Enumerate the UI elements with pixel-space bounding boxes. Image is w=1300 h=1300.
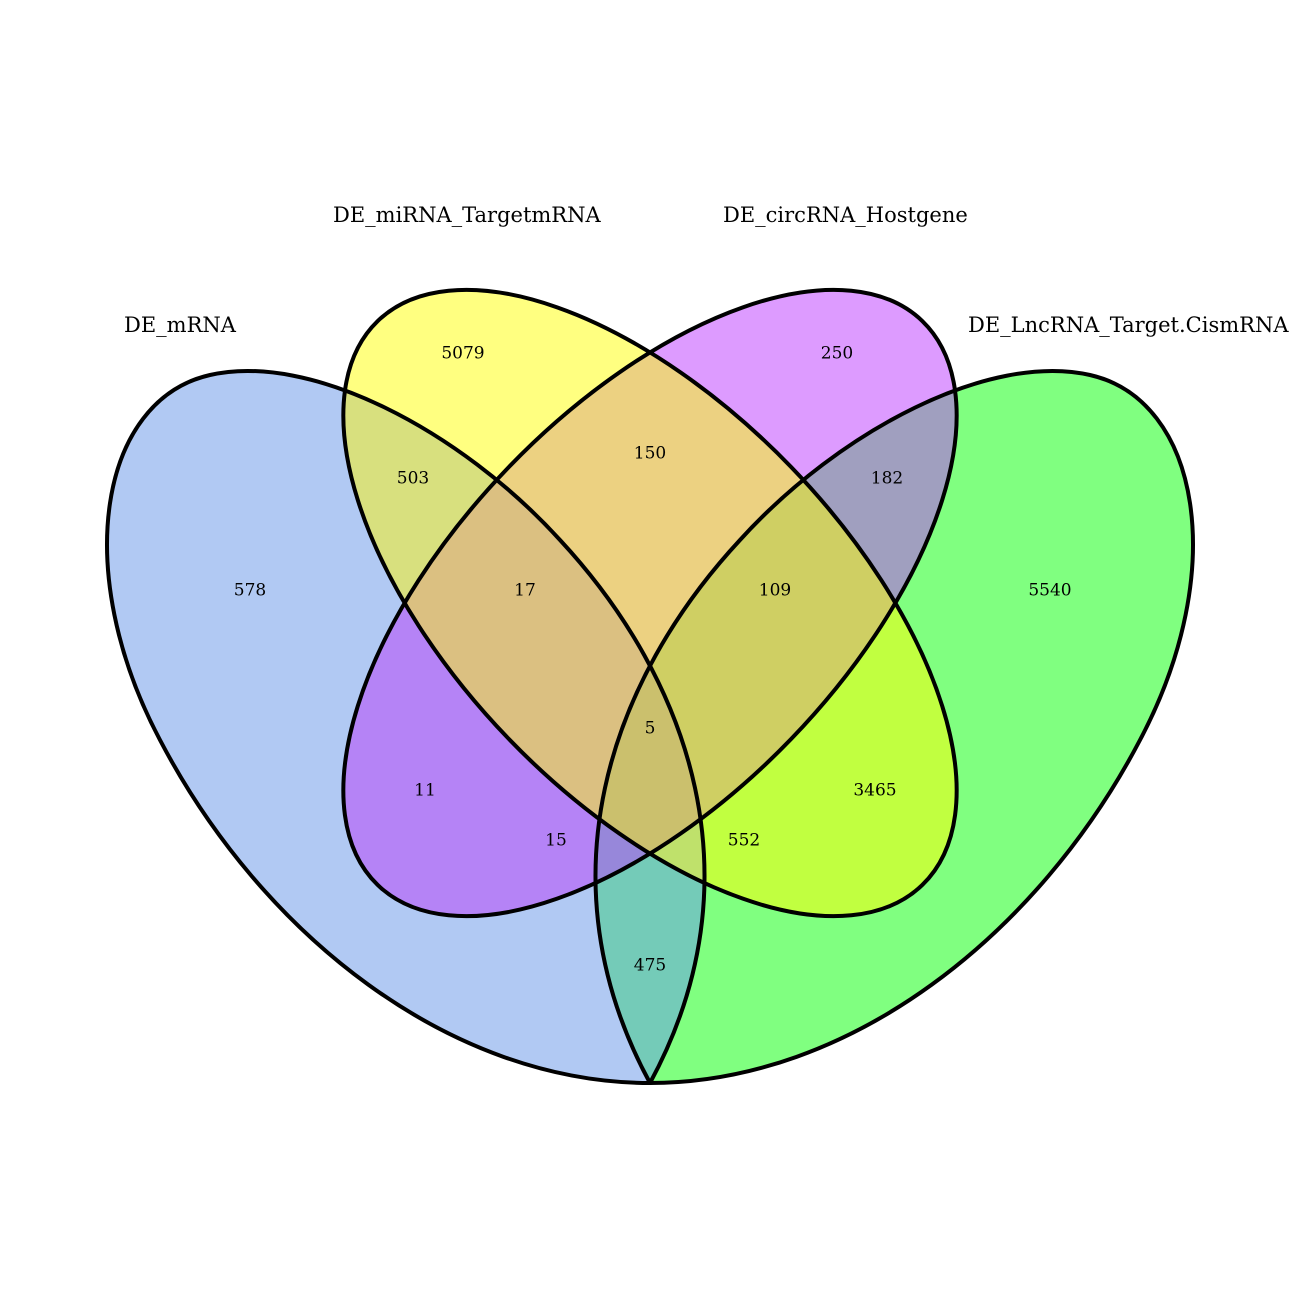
set-outlines — [105, 287, 1195, 1086]
count-mirna-lnc: 3465 — [853, 781, 896, 801]
count-mrna-lnc: 475 — [634, 956, 666, 976]
set-label-de-mrna: DE_mRNA — [124, 313, 237, 337]
count-lnc-only: 5540 — [1028, 581, 1071, 601]
outline-de-circrna-hostgene — [341, 287, 959, 919]
count-mirna-circ-lnc: 109 — [759, 581, 791, 601]
count-mrna-mirna: 503 — [397, 469, 429, 489]
outline-de-lncrna-target-cismrna — [593, 369, 1195, 1086]
count-mrna-circ-lnc: 15 — [545, 831, 567, 851]
count-circ-only: 250 — [821, 344, 853, 364]
count-all-four: 5 — [645, 719, 656, 739]
outline-de-mirna-targetmrna — [341, 287, 959, 919]
count-mrna-only: 578 — [234, 581, 266, 601]
count-mrna-mirna-lnc: 552 — [728, 831, 760, 851]
count-circ-lnc: 182 — [871, 469, 903, 489]
count-mrna-circ: 11 — [414, 781, 436, 801]
count-mirna-circ: 150 — [634, 444, 666, 464]
outline-de-mrna — [105, 369, 707, 1086]
set-label-de-circrna-hostgene: DE_circRNA_Hostgene — [723, 203, 968, 227]
set-label-de-lncrna-target-cismrna: DE_LncRNA_Target.CismRNA — [968, 313, 1289, 337]
count-mrna-mirna-circ: 17 — [514, 581, 536, 601]
set-label-de-mirna-targetmrna: DE_miRNA_TargetmRNA — [333, 203, 601, 227]
count-mirna-only: 5079 — [441, 344, 484, 364]
